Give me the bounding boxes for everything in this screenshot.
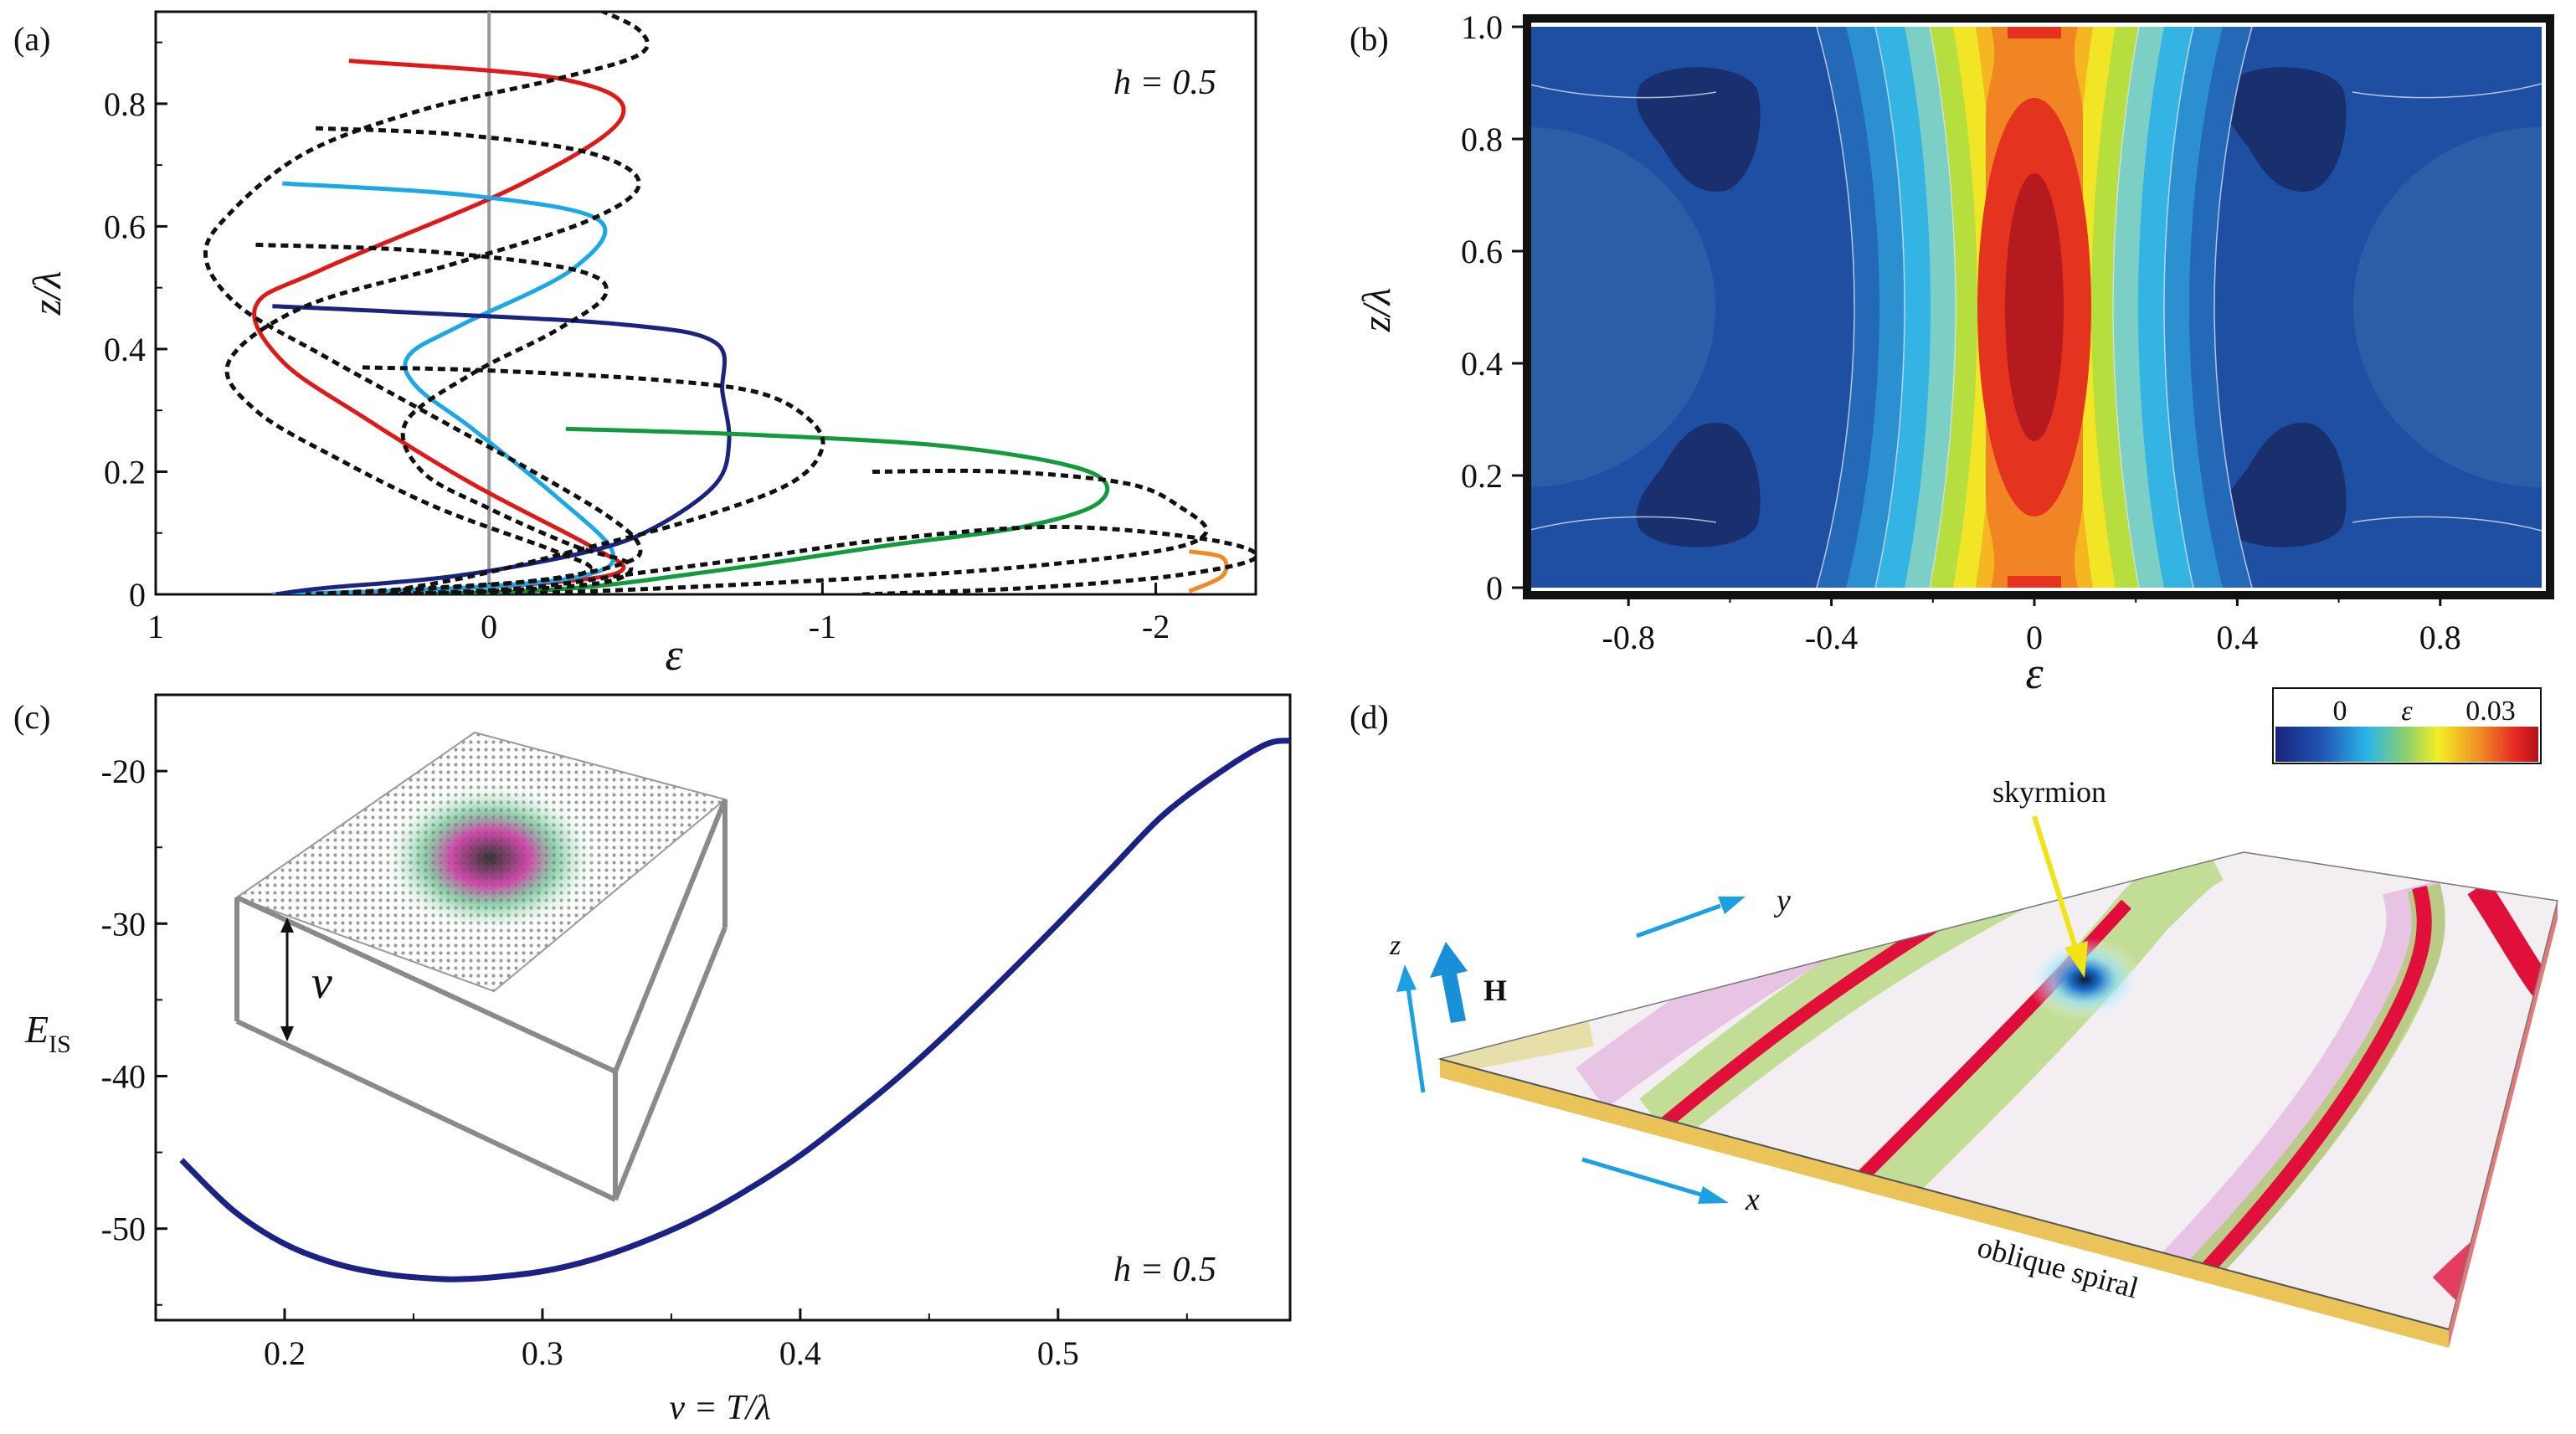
series-dashed_4	[362, 365, 825, 594]
panel-c-ylabel: EIS	[24, 1008, 71, 1058]
x-tick-label: 0.8	[2419, 619, 2461, 656]
x-tick-label: 1	[147, 608, 164, 645]
series-navy	[272, 304, 732, 594]
y-tick-label: 0.2	[104, 453, 146, 491]
y-tick-label: 0.2	[1461, 457, 1503, 495]
panel-b: (b)	[1350, 8, 2554, 764]
panel-b-heatmap	[1527, 27, 2542, 588]
y-axis-label: y	[1773, 883, 1791, 918]
series-dashed_1	[203, 12, 650, 594]
series-green	[422, 426, 1110, 594]
panel-a-xlabel: ε	[665, 630, 683, 680]
series-light_blue	[272, 181, 616, 594]
panel-c-inset: ν	[234, 731, 728, 1202]
panel-c-label: (c)	[13, 698, 50, 736]
series-dashed_6	[388, 524, 1256, 594]
h-field-label: H	[1483, 974, 1507, 1007]
skyrmion-label: skyrmion	[1992, 775, 2106, 809]
series-dashed_3	[255, 242, 634, 594]
x-tick-label: 0.3	[522, 1334, 563, 1372]
panel-c: (c) 0.2 0.3 0.4 0.5 -50 -40 -30 -20 ν h = 0.5 ν…	[13, 693, 1292, 1427]
y-axis-arrow	[1636, 903, 1721, 938]
panel-b-frame	[1523, 14, 2554, 599]
y-tick-label: -20	[101, 753, 146, 790]
x-tick-label: 0	[481, 608, 497, 645]
skyrmion-pointer-arrow	[2032, 815, 2079, 951]
panel-c-curve	[179, 738, 1290, 1282]
x-tick-label: 0.4	[779, 1334, 821, 1372]
x-tick-label: 0.2	[264, 1334, 306, 1372]
panel-b-ticks: -0.8 -0.4 0 0.4 0.8 0 0.2 0.4 0.6 0.8 1.0	[1461, 8, 2461, 656]
panel-c-annotation: h = 0.5	[1113, 1251, 1216, 1289]
panel-a-frame	[154, 10, 1257, 596]
y-tick-label: 0.4	[1461, 345, 1503, 383]
colorbar-max-label: 0.03	[2465, 696, 2516, 727]
y-tick-label: 0.8	[104, 85, 146, 123]
colorbar-min-label: 0	[2333, 696, 2347, 727]
series-E_IS	[179, 738, 1290, 1282]
x-tick-label: -0.4	[1805, 619, 1858, 656]
series-red	[252, 59, 626, 594]
z-axis-label: z	[1389, 930, 1401, 961]
y-tick-label: -50	[101, 1210, 146, 1248]
y-tick-label: 1.0	[1461, 8, 1503, 46]
panel-a-label: (a)	[13, 20, 50, 58]
x-tick-label: 0	[2026, 619, 2043, 656]
skyrmion-core	[2026, 938, 2143, 1021]
panel-d-label: (d)	[1350, 698, 1389, 736]
panel-c-ticks: 0.2 0.3 0.4 0.5 -50 -40 -30 -20	[101, 694, 1188, 1372]
slab-side-face	[2449, 901, 2558, 1348]
x-tick-label: -2	[1142, 608, 1170, 645]
panel-b-xlabel: ε	[2025, 648, 2044, 698]
panel-c-xlabel: ν = T/λ	[669, 1389, 770, 1427]
panel-a: (a) 1 0 -1 -200.20.40.60.8 h = 0.5 ε z/λ	[13, 10, 1257, 680]
x-tick-label: 0.4	[2216, 619, 2258, 656]
y-tick-label: 0	[129, 576, 146, 614]
inset-skyrmion-texture	[377, 779, 603, 938]
y-tick-label: 0.6	[104, 208, 146, 245]
panel-a-annotation: h = 0.5	[1113, 64, 1216, 102]
y-tick-label: 0	[1486, 569, 1503, 607]
x-tick-label: -0.8	[1602, 619, 1655, 656]
panel-b-ylabel: z/λ	[1355, 288, 1399, 333]
colorbar-gradient	[2275, 727, 2538, 762]
h-field-arrow	[1430, 942, 1468, 1023]
panel-d: (d) y x z	[1350, 698, 2558, 1348]
panel-c-frame	[154, 693, 1292, 1322]
colorbar: 0 ε 0.03	[2272, 687, 2542, 764]
slab-front-face	[1440, 1059, 2449, 1348]
colorbar-mid-label: ε	[2401, 696, 2413, 727]
z-axis-arrow	[1406, 987, 1426, 1093]
y-tick-label: 0.4	[104, 331, 146, 368]
inset-nu-label: ν	[311, 957, 332, 1009]
y-tick-label: -30	[101, 905, 146, 943]
y-tick-label: -40	[101, 1057, 146, 1095]
x-axis-arrow	[1581, 1157, 1704, 1198]
panel-a-ticks: 1 0 -1 -200.20.40.60.8	[104, 41, 1170, 645]
panel-a-ylabel: z/λ	[25, 271, 69, 316]
panel-b-label: (b)	[1350, 20, 1389, 58]
panel-a-curves	[203, 12, 1256, 594]
y-tick-label: 0.6	[1461, 233, 1503, 270]
y-tick-label: 0.8	[1461, 121, 1503, 158]
series-dashed_2	[224, 126, 641, 594]
x-tick-label: -1	[809, 608, 836, 645]
x-axis-label: x	[1745, 1182, 1760, 1217]
series-dashed_5	[455, 468, 1209, 594]
x-tick-label: 0.5	[1037, 1334, 1079, 1372]
